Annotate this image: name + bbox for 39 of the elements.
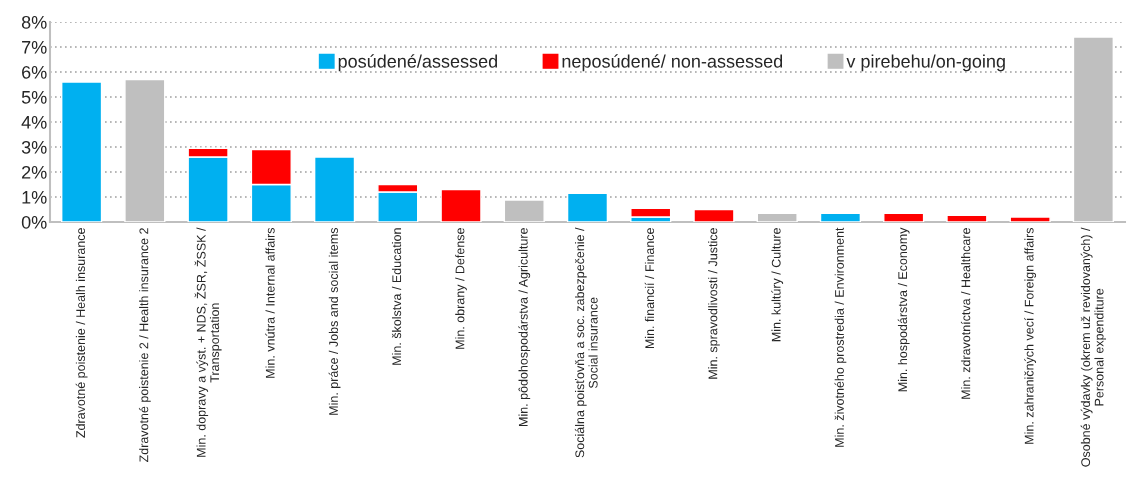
x-tick-label: Min. hospodárstva / Economy [897, 227, 910, 392]
y-tick-label: 5% [21, 91, 47, 104]
y-tick-label: 2% [22, 165, 47, 179]
bar [440, 188, 482, 222]
y-tick-label: 0% [21, 215, 47, 229]
bar [566, 192, 609, 222]
bar [693, 208, 735, 222]
y-tick-label: 7% [22, 41, 47, 54]
bar [630, 207, 672, 218]
y-tick-label: 6% [22, 65, 47, 79]
y-tick-label: 4% [21, 116, 47, 129]
x-tick-label: Min. spravodlivosti / Justice [708, 228, 720, 379]
bar [883, 212, 925, 222]
x-tick-label: Min. financií / Finance [644, 228, 655, 349]
x-tick-label: Min. pôdohospodárstva / Agriculture [518, 228, 531, 426]
x-tick-label: Sociálna poisťovňa a soc. zabezpečenie / Social insurance [574, 227, 598, 458]
y-tick-label: 1% [22, 191, 47, 204]
bar [819, 212, 862, 222]
x-tick-label: Zdravotné poistenie / Healh insurance [75, 228, 88, 438]
x-tick-label: Min. obrany / Defense [455, 228, 467, 349]
x-tick-label: Osobné výdavky (okrem už revidovaných) / Personal expenditure [1080, 227, 1107, 467]
x-tick-label: Zdravotné poistenie 2 / Health insurance 2 [138, 228, 151, 462]
x-tick-label: Min. školstva / Education [391, 228, 402, 365]
legend-label: v pirebehu/on-going [846, 54, 1005, 72]
legend-label: neposúdené/ non-assessed [562, 54, 783, 72]
x-tick-label: Min. práce / Jobs and social items [328, 228, 341, 415]
x-tick-label: Min. zdravotníctva / Healthcare [960, 228, 971, 399]
x-tick-label: Min. dopravy a výst. + NDS, ŽSR, ŽSSK / Transportation [194, 227, 222, 457]
y-tick-label: 3% [21, 140, 47, 154]
x-tick-label: Min. zahraničných vecí / Foreign affairs [1024, 227, 1037, 444]
x-tick-label: Min. kultúry / Culture [771, 228, 784, 342]
legend-label: posúdené/assessed [338, 54, 498, 72]
bar [946, 214, 988, 222]
x-tick-label: Min. vnútra / Internal affairs [265, 228, 275, 378]
x-tick-label: Min. životného prostredia / Environment [834, 227, 847, 447]
y-tick-label: 8% [21, 15, 47, 29]
bar [61, 81, 103, 222]
bar [1009, 216, 1051, 222]
bar [313, 156, 356, 222]
